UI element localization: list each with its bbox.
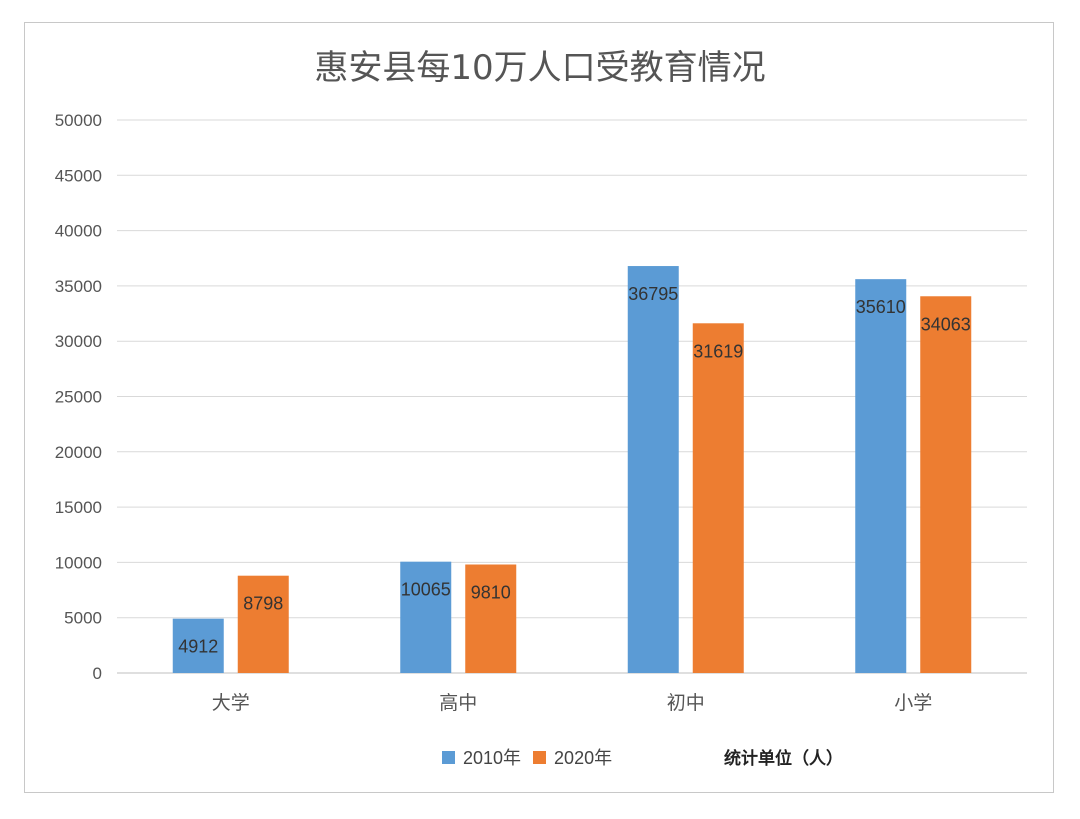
y-tick-label: 35000 xyxy=(55,277,102,296)
y-tick-label: 50000 xyxy=(55,111,102,130)
y-tick-label: 20000 xyxy=(55,443,102,462)
legend-item-2010: 2010年 xyxy=(442,744,521,770)
bar-2020年-高中 xyxy=(465,564,517,673)
legend-label-2010: 2010年 xyxy=(463,748,522,768)
legend-label-2020: 2020年 xyxy=(554,748,613,768)
legend-swatch-2010 xyxy=(442,750,455,764)
y-tick-label: 30000 xyxy=(55,332,102,351)
y-tick-label: 0 xyxy=(93,664,102,683)
bar-2010年-高中 xyxy=(400,561,452,673)
data-label: 34063 xyxy=(921,314,971,334)
y-tick-label: 15000 xyxy=(55,498,102,517)
legend-swatch-2020 xyxy=(533,750,547,764)
legend-item-2020: 2020年 xyxy=(533,744,612,770)
data-label: 10065 xyxy=(401,580,451,600)
data-label: 31619 xyxy=(693,341,743,361)
bar-2010年-小学 xyxy=(855,279,907,673)
chart-title: 惠安县每10万人口受教育情况 xyxy=(314,48,766,88)
y-tick-label: 40000 xyxy=(55,222,102,241)
x-tick-label: 初中 xyxy=(667,692,705,714)
bar-2020年-初中 xyxy=(692,323,744,673)
y-tick-label: 25000 xyxy=(55,388,102,407)
data-label: 4912 xyxy=(178,637,218,657)
data-label: 9810 xyxy=(471,583,511,603)
y-tick-label: 5000 xyxy=(64,609,102,628)
y-tick-label: 45000 xyxy=(55,166,102,185)
legend: 2010年 2020年 xyxy=(442,744,624,770)
x-tick-label: 高中 xyxy=(439,692,477,714)
bar-2010年-大学 xyxy=(172,618,224,673)
bar-2020年-小学 xyxy=(920,296,972,673)
data-label: 35610 xyxy=(856,297,906,317)
x-tick-label: 小学 xyxy=(894,692,932,714)
x-tick-label: 大学 xyxy=(212,692,250,714)
data-label: 8798 xyxy=(243,594,283,614)
y-tick-label: 10000 xyxy=(55,553,102,572)
unit-note: 统计单位（人） xyxy=(724,749,843,769)
data-label: 36795 xyxy=(628,284,678,304)
bar-2010年-初中 xyxy=(627,266,679,673)
bar-2020年-大学 xyxy=(237,575,289,673)
